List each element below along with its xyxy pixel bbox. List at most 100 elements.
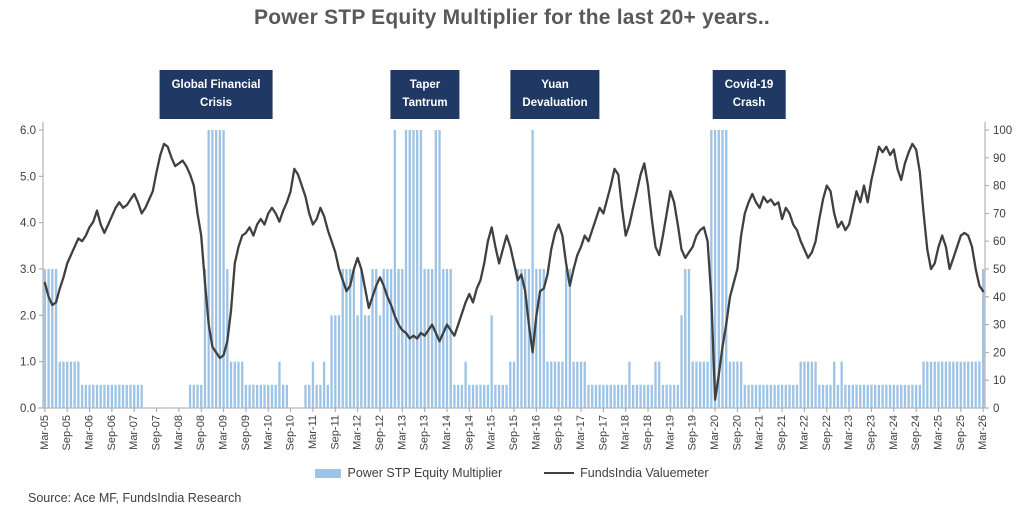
multiplier-bar xyxy=(568,269,572,408)
x-tick-label: Sep-22 xyxy=(821,415,833,450)
multiplier-bar xyxy=(494,384,497,408)
x-tick-label: Sep-25 xyxy=(955,415,967,450)
multiplier-bar xyxy=(579,361,583,408)
multiplier-bar xyxy=(140,384,143,408)
x-tick-label: Mar-08 xyxy=(173,415,185,450)
multiplier-bar xyxy=(73,361,76,408)
multiplier-bar xyxy=(550,361,553,408)
multiplier-bar xyxy=(501,384,504,408)
multiplier-bar xyxy=(941,361,944,408)
multiplier-bar xyxy=(773,384,776,408)
multiplier-bar xyxy=(758,384,761,408)
multiplier-bar xyxy=(118,384,121,408)
multiplier-bar xyxy=(304,384,307,408)
multiplier-bar xyxy=(609,384,612,408)
multiplier-bar xyxy=(829,384,832,408)
multiplier-bar xyxy=(885,384,888,408)
multiplier-bar xyxy=(699,361,702,408)
x-tick-label: Sep-05 xyxy=(61,415,73,450)
multiplier-bar xyxy=(881,384,884,408)
multiplier-bar xyxy=(248,384,251,408)
multiplier-bar xyxy=(766,384,769,408)
multiplier-bar xyxy=(981,269,985,408)
multiplier-bar xyxy=(717,130,720,408)
multiplier-bar xyxy=(680,315,683,408)
multiplier-bar xyxy=(862,384,866,408)
x-tick-label: Mar-17 xyxy=(575,415,587,450)
x-tick-label: Mar-10 xyxy=(262,415,274,450)
multiplier-bar xyxy=(404,130,408,408)
multiplier-bar xyxy=(468,384,471,408)
x-tick-label: Sep-21 xyxy=(776,415,788,450)
multiplier-bar xyxy=(650,384,653,408)
multiplier-bar xyxy=(624,384,627,408)
y-right-tick-label: 60 xyxy=(993,236,1006,248)
multiplier-bar xyxy=(211,130,214,408)
multiplier-bar xyxy=(51,269,54,408)
multiplier-bar xyxy=(103,384,106,408)
y-right-tick-label: 30 xyxy=(993,320,1006,332)
multiplier-bar xyxy=(259,384,262,408)
multiplier-bar xyxy=(531,130,534,408)
multiplier-bar xyxy=(434,130,437,408)
multiplier-bar xyxy=(255,384,259,408)
legend-item-multiplier: Power STP Equity Multiplier xyxy=(315,466,502,480)
multiplier-bar xyxy=(188,384,192,408)
multiplier-bar xyxy=(952,361,955,408)
annotation-taper: Taper Tantrum xyxy=(390,70,460,119)
multiplier-bar xyxy=(456,384,460,408)
bar-series-swatch-icon xyxy=(315,468,342,478)
multiplier-bar xyxy=(345,269,348,408)
multiplier-bar xyxy=(631,384,635,408)
x-tick-label: Sep-19 xyxy=(687,415,699,450)
multiplier-bar xyxy=(676,384,679,408)
valuemeter-line xyxy=(43,142,985,401)
x-tick-label: Mar-16 xyxy=(530,415,542,450)
multiplier-bar xyxy=(754,384,758,408)
multiplier-bar xyxy=(557,361,560,408)
multiplier-bar xyxy=(490,315,493,408)
x-tick-label: Mar-20 xyxy=(709,415,721,450)
multiplier-bar xyxy=(483,384,486,408)
multiplier-bar xyxy=(855,384,858,408)
multiplier-bar xyxy=(959,361,962,408)
multiplier-bar xyxy=(926,361,929,408)
y-right-tick-label: 100 xyxy=(993,125,1012,137)
multiplier-bar xyxy=(814,361,817,408)
multiplier-bar xyxy=(438,130,441,408)
multiplier-bar xyxy=(944,361,948,408)
multiplier-bar xyxy=(654,361,657,408)
multiplier-bar xyxy=(77,361,80,408)
y-right-tick-label: 10 xyxy=(993,375,1006,387)
multiplier-bar xyxy=(99,384,102,408)
multiplier-bar xyxy=(322,361,326,408)
multiplier-bar xyxy=(617,384,620,408)
x-tick-label: Mar-14 xyxy=(441,415,453,450)
x-tick-label: Sep-07 xyxy=(151,415,163,450)
multiplier-bar xyxy=(725,130,728,408)
multiplier-bar xyxy=(840,361,843,408)
multiplier-bar xyxy=(241,361,244,408)
multiplier-bar xyxy=(598,384,601,408)
multiplier-bar xyxy=(658,361,661,408)
multiplier-bar xyxy=(974,361,977,408)
x-tick-label: Sep-15 xyxy=(508,415,520,450)
multiplier-bar xyxy=(810,361,814,408)
multiplier-bar xyxy=(207,130,210,408)
multiplier-bar xyxy=(643,384,646,408)
x-tick-label: Mar-19 xyxy=(664,415,676,450)
multiplier-bar xyxy=(561,361,564,408)
multiplier-bar xyxy=(527,269,531,408)
multiplier-bar xyxy=(367,315,370,408)
multiplier-bar xyxy=(900,384,903,408)
multiplier-bar xyxy=(412,130,415,408)
multiplier-bar xyxy=(460,384,464,408)
multiplier-bar xyxy=(214,130,218,408)
multiplier-bar xyxy=(792,384,795,408)
y-right-tick-label: 50 xyxy=(993,264,1006,276)
multiplier-bar xyxy=(866,384,869,408)
multiplier-bar xyxy=(713,130,717,408)
multiplier-bar xyxy=(728,361,732,408)
multiplier-bar xyxy=(803,361,806,408)
